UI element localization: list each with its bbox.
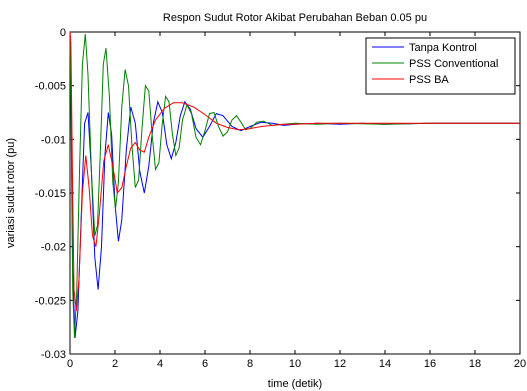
y-tick-label: 0 bbox=[60, 27, 66, 39]
legend-label-pss-ba: PSS BA bbox=[409, 74, 449, 86]
x-tick-label: 0 bbox=[67, 358, 73, 370]
y-tick-label: -0.005 bbox=[35, 81, 66, 93]
series-line-tanpa-kontrol bbox=[69, 31, 520, 338]
y-tick-label: -0.01 bbox=[41, 134, 66, 146]
series-line-pss-conventional bbox=[69, 31, 520, 338]
x-axis: 0 2 4 6 8 10 12 14 16 18 20 bbox=[67, 32, 526, 370]
series-line-pss-ba bbox=[69, 31, 520, 312]
x-tick-label: 14 bbox=[379, 358, 391, 370]
y-tick-label: -0.015 bbox=[35, 188, 66, 200]
legend-label-pss-conventional: PSS Conventional bbox=[409, 58, 498, 70]
x-tick-label: 6 bbox=[202, 358, 208, 370]
x-axis-label: time (detik) bbox=[268, 378, 322, 390]
x-tick-label: 18 bbox=[469, 358, 481, 370]
y-tick-label: -0.025 bbox=[35, 295, 66, 307]
chart-title: Respon Sudut Rotor Akibat Perubahan Beba… bbox=[163, 12, 427, 24]
x-tick-label: 10 bbox=[289, 358, 301, 370]
x-tick-label: 8 bbox=[247, 358, 253, 370]
x-tick-label: 20 bbox=[514, 358, 526, 370]
y-axis: 0 -0.005 -0.01 -0.015 -0.02 -0.025 -0.03 bbox=[35, 27, 520, 361]
y-tick-label: -0.02 bbox=[41, 242, 66, 254]
x-tick-label: 12 bbox=[334, 358, 346, 370]
x-tick-label: 2 bbox=[112, 358, 118, 370]
y-tick-label: -0.03 bbox=[41, 349, 66, 361]
y-axis-label: variasi sudut rotor (pu) bbox=[5, 138, 17, 248]
legend: Tanpa Kontrol PSS Conventional PSS BA bbox=[365, 37, 516, 95]
x-tick-label: 16 bbox=[424, 358, 436, 370]
legend-label-tanpa-kontrol: Tanpa Kontrol bbox=[409, 42, 477, 54]
x-tick-label: 4 bbox=[157, 358, 163, 370]
series-layer bbox=[69, 31, 520, 338]
